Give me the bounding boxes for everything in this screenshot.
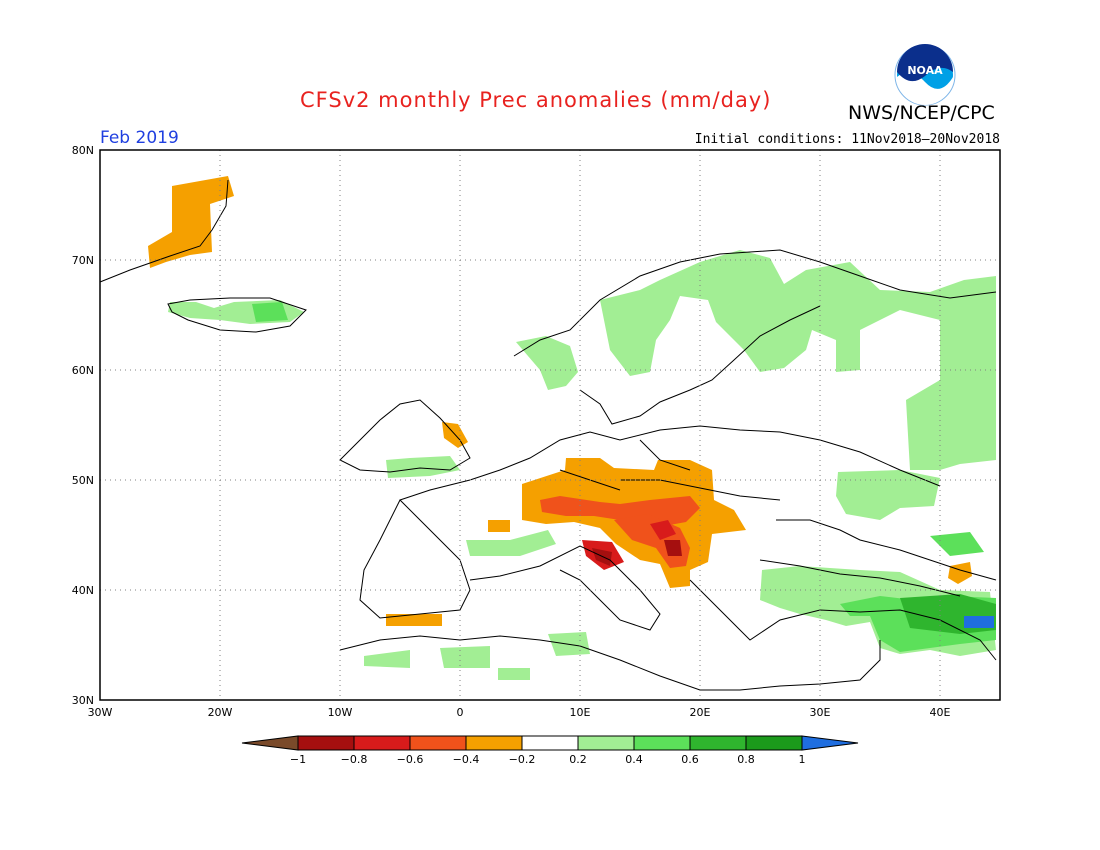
colorbar-tick-label: 0.4 [625, 753, 643, 766]
lat-label-40n: 40N [72, 584, 94, 597]
latitude-labels: 80N 70N 60N 50N 40N 30N [72, 144, 94, 707]
colorbar-bin [633, 735, 691, 751]
anomaly-fills [148, 176, 996, 680]
lat-label-60n: 60N [72, 364, 94, 377]
agency-label: NWS/NCEP/CPC [848, 102, 995, 124]
colorbar-tick-label: −0.6 [397, 753, 424, 766]
lon-label-10e: 10E [570, 706, 591, 719]
colorbar: −1 −0.8 −0.6 −0.4 −0.2 0.2 0.4 0.6 0.8 1 [241, 735, 859, 766]
colorbar-high-arrow [801, 735, 859, 751]
colorbar-bin [409, 735, 467, 751]
map-title: CFSv2 monthly Prec anomalies (mm/day) [300, 88, 772, 112]
colorbar-bin [521, 735, 579, 751]
lon-label-20e: 20E [690, 706, 711, 719]
colorbar-tick-label: −0.2 [509, 753, 536, 766]
lon-label-0: 0 [457, 706, 464, 719]
colorbar-bin [353, 735, 411, 751]
lon-label-40e: 40E [930, 706, 951, 719]
colorbar-bin [689, 735, 747, 751]
initial-conditions: Initial conditions: 11Nov2018–20Nov2018 [694, 132, 1000, 147]
colorbar-tick-label: 0.6 [681, 753, 699, 766]
map-frame [99, 149, 1001, 701]
colorbar-tick-label: −0.4 [453, 753, 480, 766]
colorbar-tick-label: −1 [290, 753, 306, 766]
colorbar-tick-label: 1 [799, 753, 806, 766]
coastlines [99, 179, 997, 691]
colorbar-bin [465, 735, 523, 751]
forecast-month: Feb 2019 [100, 128, 179, 148]
lat-label-30n: 30N [72, 694, 94, 707]
noaa-logo: NOAA [894, 44, 956, 106]
colorbar-low-arrow [241, 735, 299, 751]
colorbar-bin [745, 735, 803, 751]
colorbar-bin [577, 735, 635, 751]
colorbar-bin [297, 735, 355, 751]
colorbar-tick-label: −0.8 [341, 753, 368, 766]
lat-label-70n: 70N [72, 254, 94, 267]
colorbar-tick-label: 0.2 [569, 753, 587, 766]
lat-label-80n: 80N [72, 144, 94, 157]
lon-label-30w: 30W [88, 706, 113, 719]
lat-label-50n: 50N [72, 474, 94, 487]
graticule [100, 150, 1000, 700]
longitude-labels: 30W 20W 10W 0 10E 20E 30E 40E [88, 706, 951, 719]
lon-label-30e: 30E [810, 706, 831, 719]
lon-label-20w: 20W [208, 706, 233, 719]
noaa-logo-text: NOAA [907, 64, 943, 77]
lon-label-10w: 10W [328, 706, 353, 719]
colorbar-tick-label: 0.8 [737, 753, 755, 766]
